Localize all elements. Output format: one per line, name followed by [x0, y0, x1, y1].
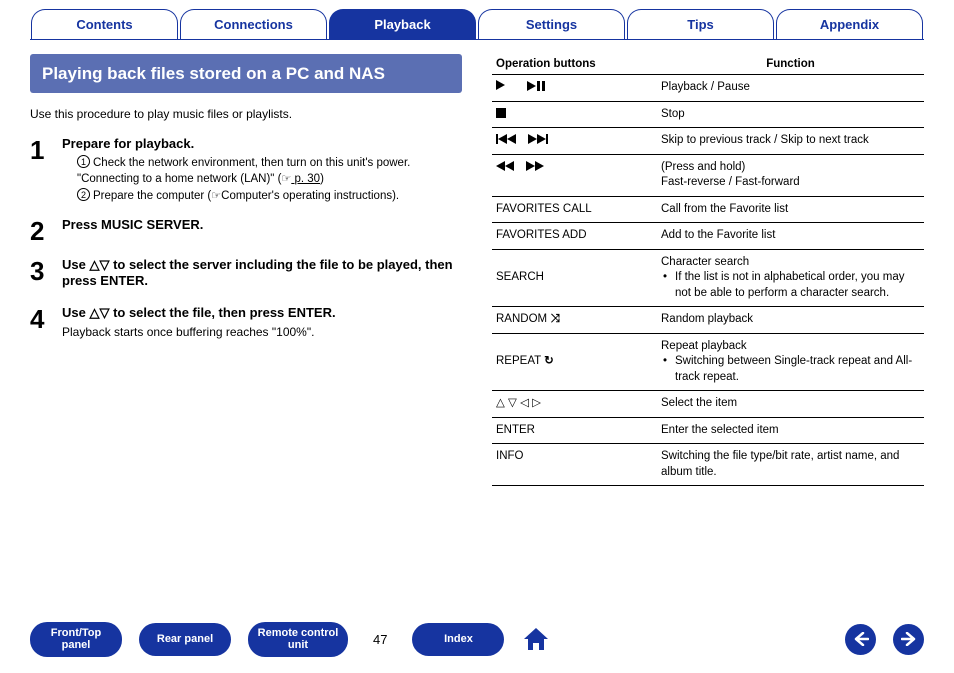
prev-page-button[interactable]: [845, 624, 876, 655]
table-cell: INFO: [492, 444, 657, 486]
shuffle-icon: ⤨: [550, 313, 559, 325]
repeat-icon: ↻: [544, 355, 554, 367]
table-cell: Repeat playback Switching between Single…: [657, 333, 924, 391]
table-cell: Stop: [657, 101, 924, 128]
table-row: REPEAT ↻ Repeat playback Switching betwe…: [492, 333, 924, 391]
skip-prev-next-icon: [496, 134, 550, 146]
tab-settings[interactable]: Settings: [478, 9, 625, 39]
left-column: Playing back files stored on a PC and NA…: [30, 54, 462, 486]
table-cell: (Press and hold)Fast-reverse / Fast-forw…: [657, 154, 924, 196]
intro-text: Use this procedure to play music files o…: [30, 107, 462, 121]
table-cell: FAVORITES CALL: [492, 196, 657, 223]
right-column: Operation buttons Function Playback / Pa…: [492, 54, 924, 486]
rewind-forward-icon: [496, 161, 546, 173]
step-substep-2: 2Prepare the computer (☞Computer's opera…: [62, 188, 462, 204]
table-header-buttons: Operation buttons: [492, 54, 657, 75]
step-heading: Use △▽ to select the file, then press EN…: [62, 305, 462, 321]
tab-connections[interactable]: Connections: [180, 9, 327, 39]
stop-icon: [496, 108, 506, 120]
table-cell: Playback / Pause: [657, 75, 924, 102]
table-row: △ ▽ ◁ ▷ Select the item: [492, 391, 924, 418]
pointing-hand-icon: ☞: [211, 190, 221, 202]
front-top-panel-button[interactable]: Front/Toppanel: [30, 622, 122, 657]
table-cell: Switching the file type/bit rate, artist…: [657, 444, 924, 486]
top-tabs: Contents Connections Playback Settings T…: [0, 0, 954, 39]
step-heading: Press MUSIC SERVER.: [62, 217, 462, 232]
step-4: 4 Use △▽ to select the file, then press …: [30, 305, 462, 339]
table-cell: Add to the Favorite list: [657, 223, 924, 250]
tab-playback[interactable]: Playback: [329, 9, 476, 39]
table-row: Skip to previous track / Skip to next tr…: [492, 128, 924, 155]
index-button[interactable]: Index: [412, 623, 504, 656]
substep-text: Check the network environment, then turn…: [77, 157, 410, 185]
table-row: (Press and hold)Fast-reverse / Fast-forw…: [492, 154, 924, 196]
page-body: Playing back files stored on a PC and NA…: [0, 40, 954, 486]
next-page-button[interactable]: [893, 624, 924, 655]
step-3: 3 Use △▽ to select the server including …: [30, 257, 462, 292]
page-ref-link[interactable]: p. 30: [291, 173, 320, 185]
step-substep-1: 1Check the network environment, then tur…: [62, 155, 462, 187]
bottom-nav: Front/Toppanel Rear panel Remote control…: [0, 622, 954, 657]
substep-text-end: ).: [392, 190, 399, 202]
table-row: FAVORITES ADD Add to the Favorite list: [492, 223, 924, 250]
table-header-function: Function: [657, 54, 924, 75]
tab-appendix[interactable]: Appendix: [776, 9, 923, 39]
table-cell: △ ▽ ◁ ▷: [492, 391, 657, 418]
table-cell: Call from the Favorite list: [657, 196, 924, 223]
table-cell: Skip to previous track / Skip to next tr…: [657, 128, 924, 155]
step-tail-text: Playback starts once buffering reaches "…: [62, 325, 462, 339]
remote-control-unit-button[interactable]: Remote controlunit: [248, 622, 348, 657]
step-number: 1: [30, 136, 62, 204]
substep-text: Prepare the computer (: [93, 190, 211, 202]
play-pause-icon: [496, 81, 545, 93]
pointing-hand-icon: ☞: [281, 173, 291, 185]
page-number: 47: [365, 632, 395, 647]
step-number: 4: [30, 305, 62, 339]
ref-text: Computer's operating instructions: [221, 190, 392, 202]
table-cell: Select the item: [657, 391, 924, 418]
table-row: Playback / Pause: [492, 75, 924, 102]
table-cell: Random playback: [657, 307, 924, 334]
rear-panel-button[interactable]: Rear panel: [139, 623, 231, 656]
step-2: 2 Press MUSIC SERVER.: [30, 217, 462, 244]
table-cell: ENTER: [492, 417, 657, 444]
table-cell: FAVORITES ADD: [492, 223, 657, 250]
table-cell: Enter the selected item: [657, 417, 924, 444]
step-heading: Prepare for playback.: [62, 136, 462, 151]
table-cell: RANDOM ⤨: [492, 307, 657, 334]
step-number: 2: [30, 217, 62, 244]
section-title: Playing back files stored on a PC and NA…: [30, 54, 462, 93]
step-heading: Use △▽ to select the server including th…: [62, 257, 462, 288]
table-row: INFO Switching the file type/bit rate, a…: [492, 444, 924, 486]
dpad-icon: △ ▽ ◁ ▷: [496, 397, 541, 409]
table-cell: SEARCH: [492, 249, 657, 307]
table-row: RANDOM ⤨ Random playback: [492, 307, 924, 334]
step-number: 3: [30, 257, 62, 292]
circled-1-icon: 1: [77, 155, 90, 168]
table-cell: REPEAT ↻: [492, 333, 657, 391]
table-row: FAVORITES CALL Call from the Favorite li…: [492, 196, 924, 223]
home-button[interactable]: [521, 624, 551, 654]
tab-tips[interactable]: Tips: [627, 9, 774, 39]
table-row: SEARCH Character search If the list is n…: [492, 249, 924, 307]
substep-text-end: ): [320, 173, 324, 185]
tab-contents[interactable]: Contents: [31, 9, 178, 39]
table-cell: Character search If the list is not in a…: [657, 249, 924, 307]
table-row: Stop: [492, 101, 924, 128]
operation-buttons-table: Operation buttons Function Playback / Pa…: [492, 54, 924, 486]
table-row: ENTER Enter the selected item: [492, 417, 924, 444]
circled-2-icon: 2: [77, 188, 90, 201]
step-1: 1 Prepare for playback. 1Check the netwo…: [30, 136, 462, 204]
